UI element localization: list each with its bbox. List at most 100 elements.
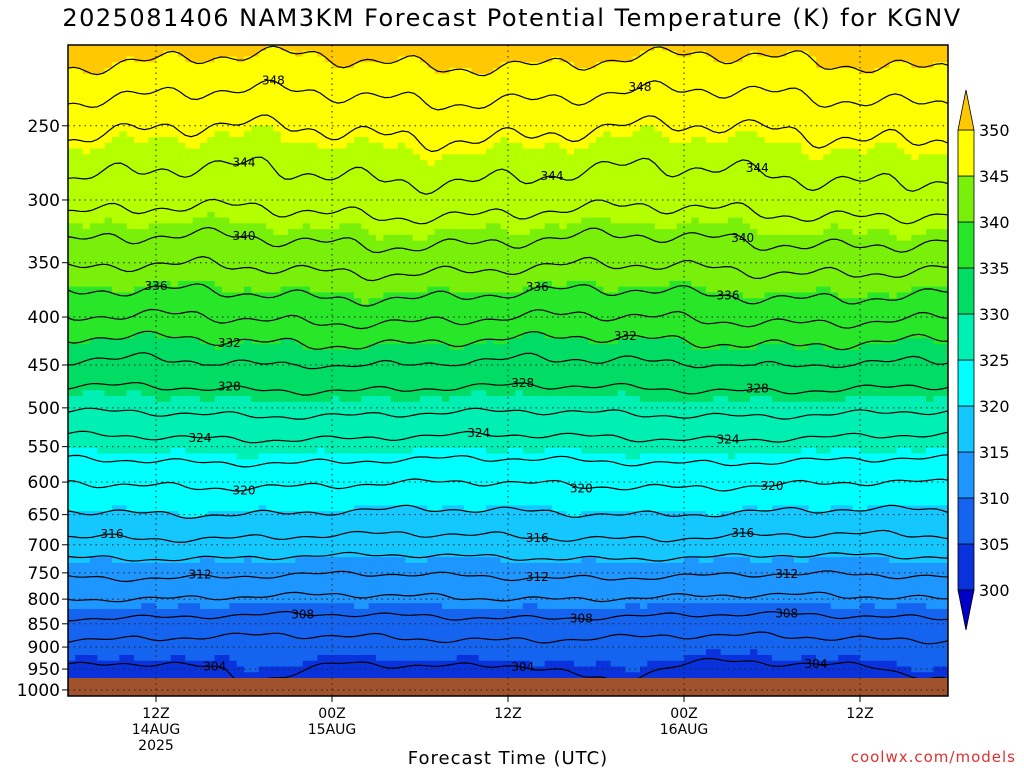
theta-cell: [332, 580, 340, 587]
theta-cell: [104, 424, 113, 432]
theta-cell: [82, 585, 91, 593]
theta-cell: [398, 240, 406, 248]
theta-cell: [361, 442, 370, 449]
theta-cell: [354, 252, 362, 259]
theta-cell: [273, 142, 282, 150]
theta-cell: [141, 125, 150, 132]
theta-cell: [258, 453, 267, 460]
theta-cell: [68, 321, 76, 328]
theta-cell: [192, 436, 201, 443]
theta-cell: [244, 545, 252, 552]
theta-cell: [75, 442, 84, 449]
theta-cell: [163, 148, 172, 155]
theta-cell: [288, 407, 296, 414]
theta-cell: [68, 649, 76, 656]
theta-cell: [273, 660, 282, 668]
theta-cell: [148, 672, 157, 678]
theta-cell: [383, 68, 392, 75]
theta-cell: [185, 286, 194, 294]
theta-cell: [302, 465, 311, 472]
theta-cell: [383, 442, 392, 449]
theta-cell: [332, 442, 340, 449]
theta-cell: [126, 476, 135, 483]
theta-cell: [280, 551, 289, 558]
theta-cell: [317, 545, 326, 552]
theta-cell: [251, 419, 260, 426]
theta-cell: [192, 522, 201, 529]
theta-cell: [317, 154, 326, 161]
theta-cell: [126, 303, 135, 311]
theta-cell: [156, 424, 164, 432]
theta-cell: [82, 407, 91, 414]
theta-cell: [170, 568, 179, 576]
theta-cell: [141, 148, 150, 155]
theta-cell: [390, 436, 399, 443]
theta-cell: [148, 522, 157, 529]
theta-cell: [207, 539, 216, 547]
theta-cell: [200, 45, 208, 52]
theta-cell: [390, 608, 399, 616]
theta-cell: [112, 188, 120, 196]
theta-cell: [163, 499, 172, 506]
theta-cell: [75, 551, 84, 558]
theta-cell: [339, 436, 348, 443]
theta-cell: [207, 188, 216, 196]
theta-cell: [280, 401, 289, 409]
theta-cell: [295, 367, 304, 374]
theta-cell: [163, 505, 172, 512]
theta-cell: [324, 206, 333, 213]
theta-cell: [346, 545, 355, 552]
theta-cell: [258, 522, 267, 529]
theta-cell: [156, 275, 164, 282]
theta-cell: [288, 200, 296, 207]
theta-cell: [126, 585, 135, 593]
theta-cell: [302, 154, 311, 161]
theta-cell: [178, 246, 186, 253]
theta-cell: [229, 269, 238, 276]
theta-cell: [82, 234, 91, 242]
theta-cell: [126, 361, 135, 368]
theta-cell: [97, 206, 106, 213]
theta-cell: [229, 447, 238, 455]
theta-cell: [134, 45, 142, 52]
theta-cell: [383, 292, 392, 299]
theta-cell: [346, 614, 355, 622]
theta-cell: [354, 367, 362, 374]
theta-cell: [82, 608, 91, 616]
theta-cell: [244, 666, 252, 673]
theta-cell: [258, 183, 267, 190]
theta-cell: [178, 303, 186, 311]
theta-cell: [222, 373, 230, 380]
theta-cell: [68, 562, 76, 570]
theta-cell: [178, 465, 186, 472]
theta-cell: [288, 79, 296, 86]
theta-cell: [339, 56, 348, 63]
theta-cell: [192, 102, 201, 109]
theta-cell: [302, 131, 311, 138]
theta-cell: [68, 373, 76, 380]
theta-cell: [222, 442, 230, 449]
theta-cell: [192, 108, 201, 115]
theta-cell: [222, 516, 230, 524]
theta-cell: [383, 654, 392, 662]
theta-cell: [222, 309, 230, 317]
theta-cell: [200, 79, 208, 86]
theta-cell: [119, 557, 128, 564]
theta-cell: [97, 234, 106, 242]
theta-cell: [214, 539, 223, 547]
theta-cell: [97, 154, 106, 161]
theta-cell: [295, 614, 304, 622]
theta-cell: [354, 465, 362, 472]
theta-cell: [90, 200, 98, 207]
theta-cell: [156, 50, 164, 58]
theta-cell: [295, 148, 304, 155]
theta-cell: [134, 465, 142, 472]
theta-cell: [75, 246, 84, 253]
theta-cell: [398, 79, 406, 86]
theta-cell: [112, 246, 120, 253]
theta-cell: [207, 493, 216, 501]
theta-cell: [332, 470, 340, 478]
theta-cell: [383, 108, 392, 115]
theta-cell: [156, 631, 164, 639]
theta-cell: [68, 614, 76, 622]
